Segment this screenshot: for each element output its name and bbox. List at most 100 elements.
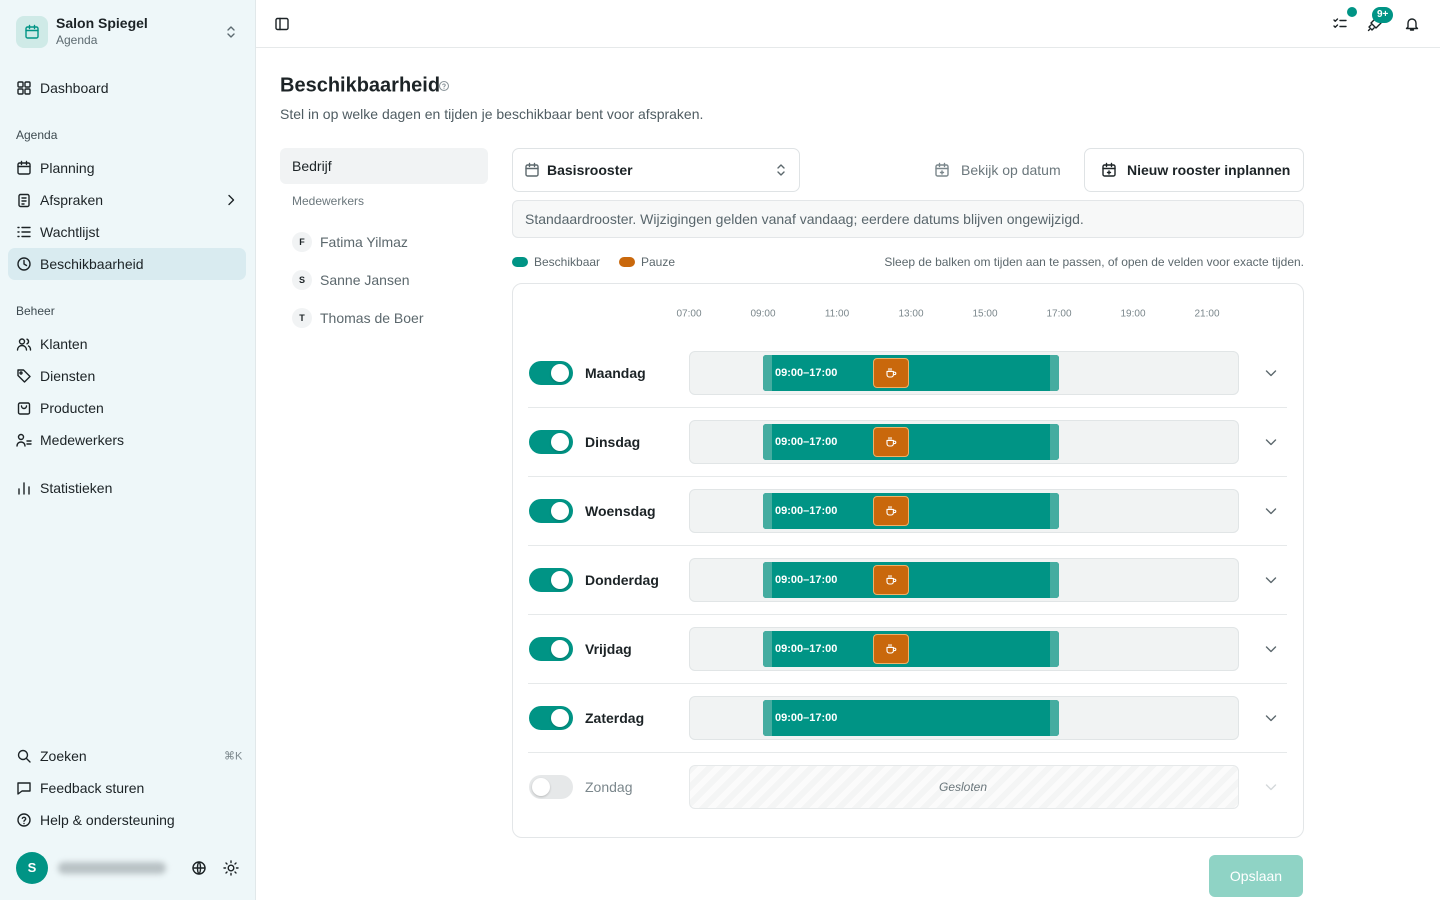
- shortcut: ⌘K: [224, 750, 243, 763]
- nav-item[interactable]: Diensten: [40, 368, 96, 384]
- bar-handle[interactable]: [1050, 631, 1059, 667]
- icon-stroke: [17, 782, 31, 795]
- icon-stroke: [17, 257, 31, 271]
- save-button[interactable]: Opslaan: [1209, 855, 1303, 897]
- new-schedule-btn[interactable]: [1084, 148, 1304, 192]
- icon-stroke: [1265, 715, 1277, 722]
- schedule-select[interactable]: [512, 148, 800, 192]
- icon-stroke: [192, 861, 206, 875]
- day-expand: [1265, 508, 1277, 515]
- bar-handle[interactable]: [763, 355, 772, 391]
- sidebar: [0, 0, 256, 900]
- break-icon: [886, 437, 897, 447]
- staff-name[interactable]: Fatima Yilmaz: [320, 234, 408, 250]
- icon-stroke: [18, 338, 26, 345]
- bar-handle[interactable]: [763, 424, 772, 460]
- nav-icon: [18, 193, 30, 208]
- view-by-date[interactable]: Bekijk op datum: [961, 162, 1061, 178]
- nav-item[interactable]: Statistieken: [40, 480, 113, 496]
- toggle-knob: [551, 640, 569, 658]
- page-subtitle: Stel in op welke dagen en tijden je besc…: [280, 106, 704, 122]
- staff-initial: T: [292, 308, 312, 328]
- nav-item[interactable]: Planning: [40, 160, 95, 176]
- break-block[interactable]: [873, 496, 909, 526]
- availability-bar[interactable]: [763, 355, 1059, 391]
- day-name: Dinsdag: [585, 434, 641, 450]
- schedule-name: Basisrooster: [547, 162, 633, 178]
- bar-time-label: 09:00–17:00: [775, 367, 838, 379]
- icon-stroke: [223, 860, 239, 876]
- nav-item[interactable]: Beschikbaarheid: [40, 256, 144, 272]
- legend-swatch: [619, 257, 635, 267]
- icon-stroke: [16, 338, 32, 351]
- icon-stroke: [17, 81, 24, 88]
- icon-stroke: [1265, 646, 1277, 653]
- time-tick: 19:00: [1120, 308, 1146, 320]
- availability-bar[interactable]: [763, 700, 1059, 736]
- availability-bar[interactable]: [763, 424, 1059, 460]
- nav-item[interactable]: Medewerkers: [40, 432, 125, 448]
- footer-item[interactable]: Feedback sturen: [40, 780, 145, 796]
- nav-item[interactable]: Producten: [40, 400, 104, 416]
- row-divider: [528, 752, 1287, 753]
- bar-time-label: 09:00–17:00: [775, 436, 838, 448]
- staff-name[interactable]: Sanne Jansen: [320, 272, 410, 288]
- schedule-card: [512, 283, 1304, 838]
- icon-stroke: [935, 162, 949, 175]
- day-expand: [1265, 715, 1277, 722]
- day-name: Zondag: [585, 779, 633, 795]
- staff-name[interactable]: Thomas de Boer: [320, 310, 424, 326]
- nav-icon: [16, 338, 32, 351]
- availability-bar[interactable]: [763, 493, 1059, 529]
- bar-handle[interactable]: [763, 700, 772, 736]
- switch-icon: [227, 26, 235, 38]
- icon-stroke: [1405, 18, 1419, 31]
- scope-company[interactable]: Bedrijf: [292, 158, 332, 174]
- break-block[interactable]: [873, 427, 909, 457]
- footer-item[interactable]: Help & ondersteuning: [40, 812, 175, 828]
- day-name: Zaterdag: [585, 710, 645, 726]
- bar-handle[interactable]: [763, 493, 772, 529]
- staff-heading: Medewerkers: [292, 194, 365, 208]
- select-icon: [777, 164, 785, 176]
- break-block[interactable]: [873, 634, 909, 664]
- avatar[interactable]: S: [16, 852, 48, 884]
- bar-handle[interactable]: [763, 631, 772, 667]
- nav-item[interactable]: Dashboard: [40, 80, 109, 96]
- footer-icon: [17, 782, 31, 795]
- view-date-icon: [935, 162, 949, 177]
- time-tick: 07:00: [676, 308, 702, 320]
- bar-handle[interactable]: [1050, 424, 1059, 460]
- schedule-icon: [525, 162, 539, 177]
- bar-handle[interactable]: [1050, 355, 1059, 391]
- break-block[interactable]: [873, 565, 909, 595]
- time-tick: 13:00: [898, 308, 924, 320]
- brand-name: Salon Spiegel: [56, 15, 148, 31]
- bar-handle[interactable]: [763, 562, 772, 598]
- row-divider: [528, 614, 1287, 615]
- availability-bar[interactable]: [763, 631, 1059, 667]
- language-icon: [192, 861, 206, 875]
- notice-text: Standaardrooster. Wijzigingen gelden van…: [525, 211, 1084, 227]
- nav-item[interactable]: Klanten: [40, 336, 88, 352]
- user-name-blurred: [58, 862, 166, 874]
- icon-stroke: [17, 160, 31, 168]
- staff-initial: S: [292, 270, 312, 290]
- nav-item[interactable]: Wachtlijst: [40, 224, 100, 240]
- break-block[interactable]: [873, 358, 909, 388]
- bar-handle[interactable]: [1050, 700, 1059, 736]
- icon-stroke: [25, 24, 39, 32]
- icon-stroke: [886, 575, 897, 585]
- bell-icon: [1405, 18, 1419, 31]
- nav-icon: [17, 257, 31, 271]
- footer-item[interactable]: Zoeken: [40, 748, 87, 764]
- icon-stroke: [1265, 370, 1277, 377]
- icon-stroke: [18, 482, 30, 495]
- nav-item[interactable]: Afspraken: [40, 192, 104, 208]
- icon-stroke: [21, 816, 27, 825]
- bar-handle[interactable]: [1050, 493, 1059, 529]
- bar-handle[interactable]: [1050, 562, 1059, 598]
- notification-badge: 9+: [1372, 7, 1394, 23]
- scope-active-bg: [280, 148, 488, 184]
- availability-bar[interactable]: [763, 562, 1059, 598]
